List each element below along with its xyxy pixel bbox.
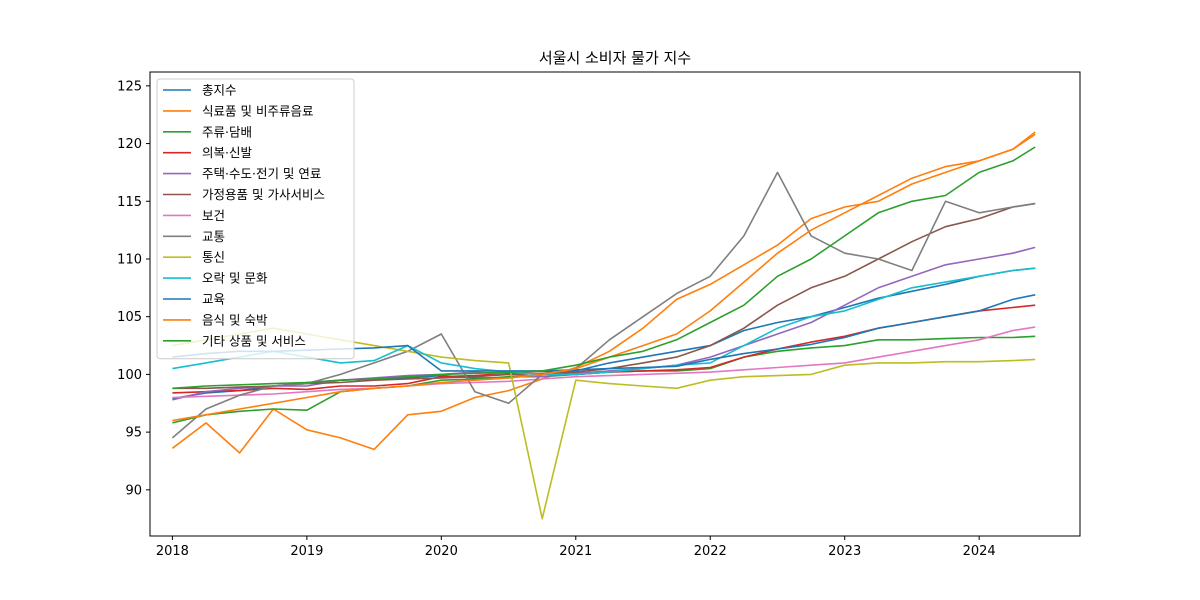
legend-label-12: 기타 상품 및 서비스 (202, 333, 306, 348)
legend-label-0: 총지수 (202, 83, 237, 98)
y-axis: 90 95 100 105 110 115 120 125 (117, 79, 150, 498)
x-tick-label-2: 2020 (425, 544, 458, 559)
x-tick-label-1: 2019 (290, 544, 323, 559)
plot-frame (149, 71, 1081, 537)
x-tick-label-0: 2018 (156, 544, 189, 559)
legend-label-3: 의복·신발 (202, 145, 252, 160)
series-line-6 (172, 326, 1036, 399)
legend-label-8: 통신 (202, 250, 225, 265)
x-tick-label-5: 2023 (828, 544, 861, 559)
y-tick-label-2: 100 (117, 368, 142, 383)
y-tick-label-1: 95 (125, 426, 142, 441)
legend-label-1: 식료품 및 비주류음료 (202, 103, 313, 118)
x-tick-label-6: 2024 (963, 544, 996, 559)
series-line-4 (172, 246, 1036, 401)
x-axis: 2018 2019 2020 2021 2022 2023 2024 (156, 536, 996, 559)
legend-label-10: 교육 (202, 292, 225, 307)
x-tick-label-3: 2021 (559, 544, 592, 559)
legend-label-7: 교통 (202, 229, 225, 244)
series-line-1 (171, 131, 1036, 454)
y-tick-label-3: 105 (117, 310, 142, 325)
legend-label-9: 오락 및 문화 (202, 271, 268, 286)
series-line-7 (171, 171, 1036, 439)
chart-title: 서울시 소비자 물가 지수 (539, 49, 691, 67)
legend-label-11: 음식 및 숙박 (202, 312, 268, 327)
legend-box (156, 78, 355, 360)
legend-label-4: 주택·수도·전기 및 연료 (202, 166, 321, 181)
legend-label-5: 가정용품 및 가사서비스 (202, 187, 325, 202)
series-line-12 (172, 146, 1036, 390)
x-tick-label-4: 2022 (694, 544, 727, 559)
legend-label-2: 주류·담배 (202, 124, 252, 139)
legend-label-6: 보건 (202, 208, 225, 223)
y-tick-label-0: 90 (125, 483, 142, 498)
y-tick-label-4: 110 (117, 252, 142, 267)
y-tick-label-7: 125 (117, 79, 142, 94)
y-tick-label-6: 120 (117, 137, 142, 152)
y-tick-label-5: 115 (117, 195, 142, 210)
